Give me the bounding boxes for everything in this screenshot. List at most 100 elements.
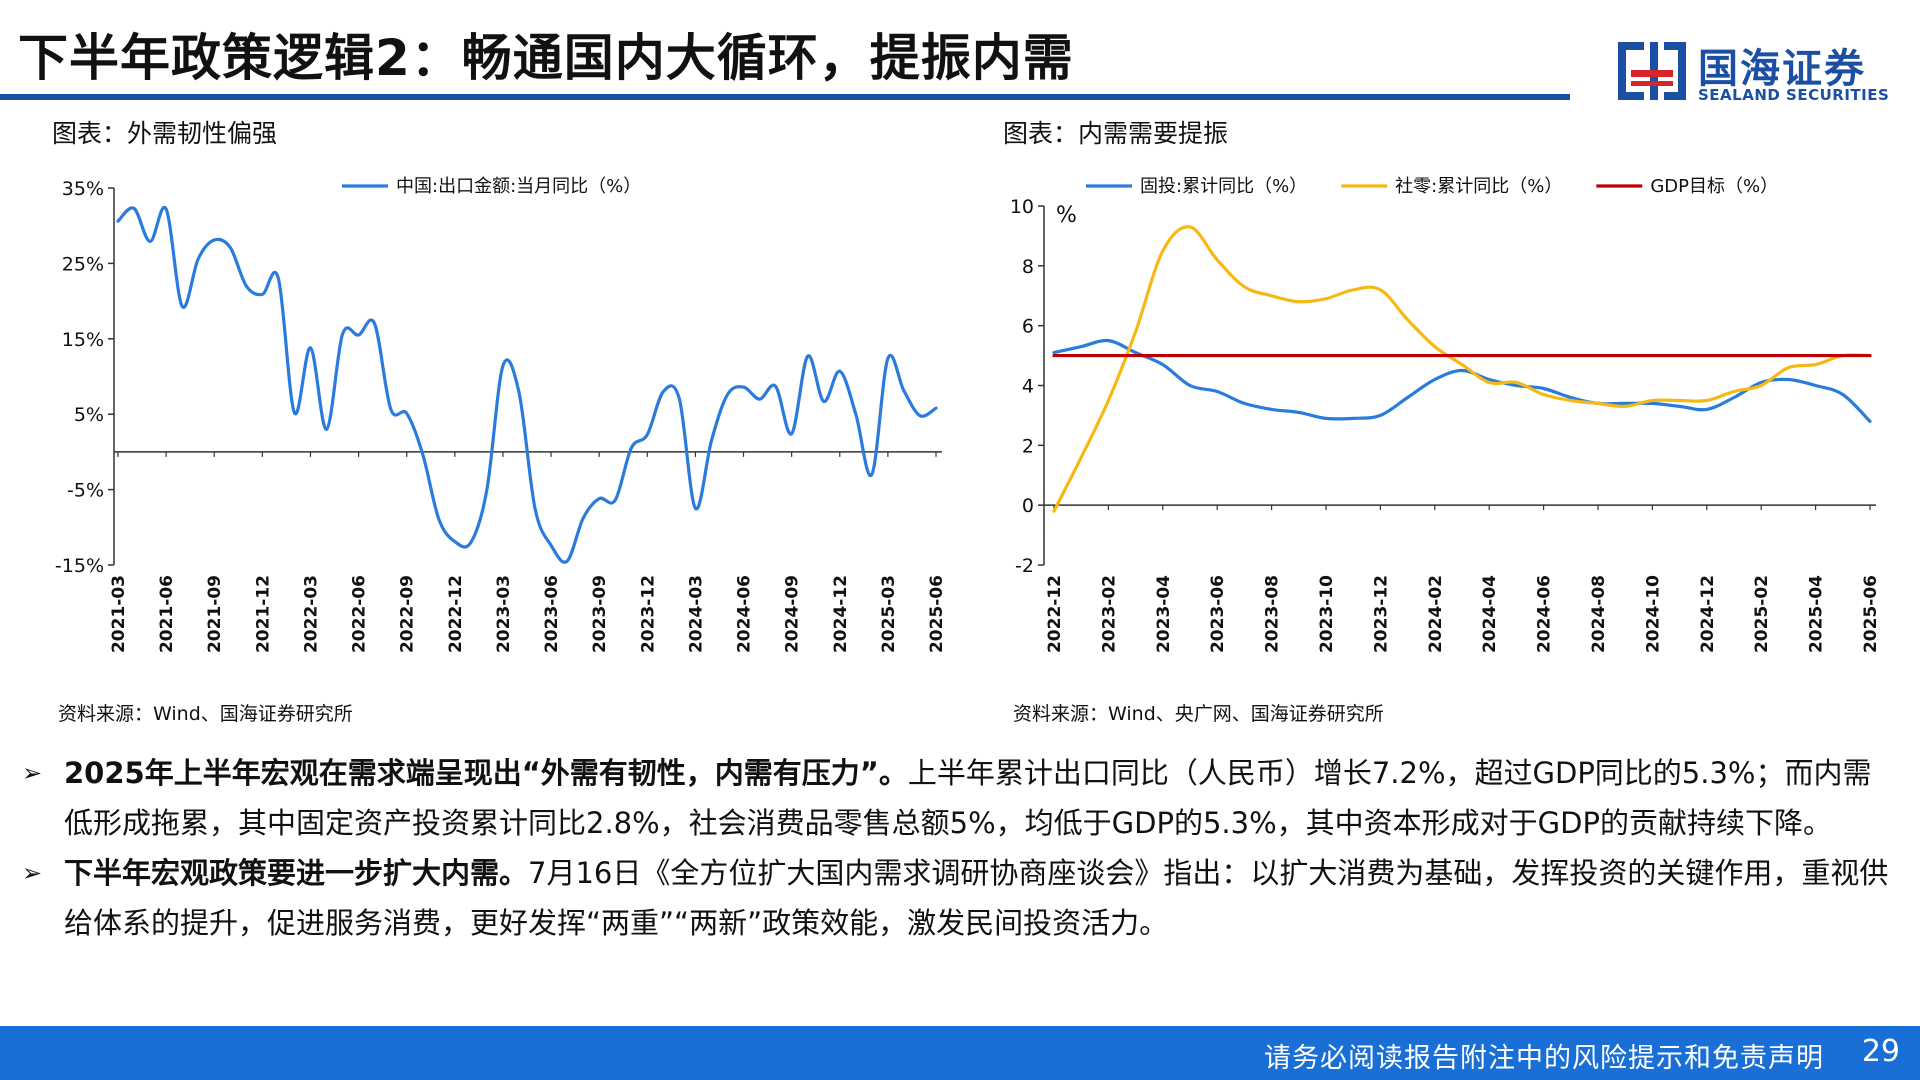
data-point xyxy=(566,560,568,562)
domestic-demand-chart: 10 8 6 4 2 0 -2% 2022-12 2023-02 2023-04 2023-06 20… xyxy=(1010,176,1881,653)
legend-label: 中国:出口金额:当月同比（%） xyxy=(396,176,641,197)
data-point xyxy=(1107,399,1110,402)
data-point xyxy=(357,334,360,336)
data-point xyxy=(1515,381,1518,384)
data-point xyxy=(1189,226,1191,228)
data-point xyxy=(1216,259,1218,261)
data-point xyxy=(646,433,649,436)
page-number: 29 xyxy=(1861,1034,1900,1069)
data-point xyxy=(1107,339,1110,342)
data-point xyxy=(742,386,745,388)
data-point xyxy=(1080,456,1082,459)
series-line xyxy=(116,205,938,564)
data-point xyxy=(871,473,873,476)
x-tick-label: 2021-09 xyxy=(205,575,225,653)
data-point xyxy=(694,507,697,510)
x-tick-label: 2024-12 xyxy=(1698,575,1718,653)
data-point xyxy=(1434,378,1436,381)
data-point xyxy=(534,507,536,510)
data-point xyxy=(1325,417,1327,420)
x-tick-label: 2025-06 xyxy=(927,575,947,653)
data-point xyxy=(710,439,713,442)
data-point xyxy=(822,400,825,403)
x-tick-label: 2025-02 xyxy=(1752,575,1772,653)
data-point xyxy=(213,239,215,241)
data-point xyxy=(181,305,183,308)
legend-label: GDP目标（%） xyxy=(1650,176,1778,197)
data-point xyxy=(1080,345,1082,348)
data-point xyxy=(518,391,520,394)
data-point xyxy=(1162,363,1164,366)
x-tick-label: 2023-09 xyxy=(590,575,610,653)
data-point xyxy=(1134,330,1137,333)
data-point xyxy=(1325,297,1327,300)
x-tick-label: 2024-04 xyxy=(1480,575,1500,653)
data-point xyxy=(1352,417,1354,420)
data-point xyxy=(935,407,937,409)
data-point xyxy=(293,411,296,414)
data-point xyxy=(261,293,264,296)
bullet-headline: 2025年上半年宏观在需求端呈现出“外需有韧性，内需有压力”。 xyxy=(64,756,908,790)
data-point xyxy=(1760,384,1762,387)
data-point xyxy=(1189,384,1191,387)
y-tick-label: 0 xyxy=(1022,495,1034,517)
data-point xyxy=(598,497,600,500)
data-point xyxy=(1488,381,1490,384)
data-point xyxy=(421,453,424,456)
data-point xyxy=(1624,402,1626,405)
y-tick-label: 10 xyxy=(1010,196,1034,218)
data-point xyxy=(1053,510,1055,512)
x-tick-label: 2022-03 xyxy=(301,575,321,653)
data-point xyxy=(486,488,488,491)
data-point xyxy=(245,285,248,287)
data-point xyxy=(1760,381,1762,384)
data-point xyxy=(1434,345,1436,348)
x-tick-label: 2023-06 xyxy=(1208,575,1228,653)
x-tick-label: 2023-10 xyxy=(1317,575,1337,653)
data-point xyxy=(1787,378,1790,381)
x-tick-label: 2023-06 xyxy=(542,575,562,653)
data-point xyxy=(1814,384,1817,387)
data-point xyxy=(678,398,681,400)
data-point xyxy=(726,393,729,396)
legend-label: 固投:累计同比（%） xyxy=(1140,176,1307,197)
x-tick-label: 2024-10 xyxy=(1643,575,1663,653)
data-point xyxy=(1869,354,1871,357)
y-tick-label: 15% xyxy=(62,329,104,351)
data-point xyxy=(1651,399,1654,402)
x-tick-label: 2021-12 xyxy=(253,575,273,653)
data-point xyxy=(1787,366,1790,369)
x-tick-label: 2024-12 xyxy=(831,575,851,653)
x-tick-label: 2024-06 xyxy=(735,575,755,653)
x-tick-label: 2021-06 xyxy=(157,575,177,653)
data-point xyxy=(1542,387,1545,390)
data-point xyxy=(919,414,921,417)
sealand-logo-icon xyxy=(1618,42,1686,100)
data-point xyxy=(133,207,135,210)
data-point xyxy=(758,398,761,400)
data-point xyxy=(582,517,584,520)
data-point xyxy=(855,413,857,415)
x-tick-label: 2022-12 xyxy=(446,575,466,653)
x-tick-label: 2025-03 xyxy=(879,575,899,653)
y-tick-label: 5% xyxy=(74,404,104,426)
x-tick-label: 2023-02 xyxy=(1099,575,1119,653)
data-point xyxy=(1053,354,1055,357)
data-point xyxy=(903,390,905,392)
left-chart-caption: 图表：外需韧性偏强 xyxy=(52,119,278,148)
x-tick-label: 2022-09 xyxy=(398,575,418,653)
export-growth-chart: 35% 25% 15% 5% -5% -15%2021-03 2021-06 2021-09 2… xyxy=(55,176,947,653)
right-chart-source: 资料来源：Wind、央广网、国海证券研究所 xyxy=(1013,703,1384,725)
data-point xyxy=(806,355,809,357)
bullet-item: ➢ 下半年宏观政策要进一步扩大内需。7月16日《全方位扩大国内需求调研协商座谈会… xyxy=(18,848,1898,948)
data-point xyxy=(1570,399,1572,402)
data-point xyxy=(790,433,793,435)
data-point xyxy=(887,357,889,360)
y-tick-label: 4 xyxy=(1022,376,1034,398)
data-point xyxy=(1814,363,1817,366)
footer-bar: 请务必阅读报告附注中的风险提示和免责声明 29 xyxy=(0,1026,1920,1080)
data-point xyxy=(630,447,633,449)
data-point xyxy=(1488,378,1490,381)
x-tick-label: 2024-03 xyxy=(686,575,706,653)
arrow-bullet-icon: ➢ xyxy=(22,759,43,787)
